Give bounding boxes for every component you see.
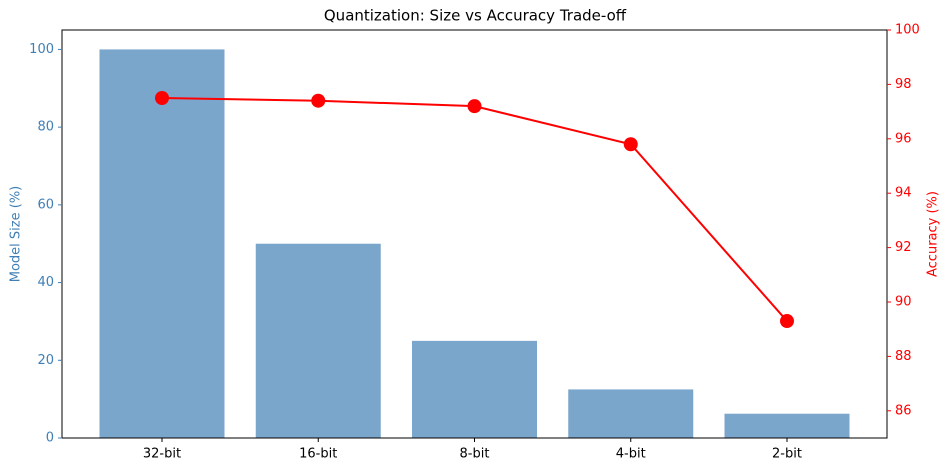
y2-tick-label: 94 [895, 186, 912, 201]
point [467, 99, 482, 114]
y-tick-label: 80 [37, 120, 54, 135]
point [155, 91, 169, 105]
bar [724, 413, 850, 438]
x-tick-label: 4-bit [616, 447, 646, 462]
point [623, 137, 638, 152]
chart-title: Quantization: Size vs Accuracy Trade-off [324, 7, 627, 25]
y2-tick-label: 92 [895, 240, 912, 255]
y-axis-label: Model Size (%) [9, 186, 24, 282]
y2-tick-label: 98 [895, 77, 912, 92]
y2-axis-label: Accuracy (%) [926, 191, 941, 277]
y2-tick-label: 96 [895, 131, 912, 146]
y2-tick-label: 86 [895, 403, 912, 418]
y-tick-label: 20 [37, 353, 54, 368]
y2-tick-label: 88 [895, 349, 912, 364]
point [311, 93, 326, 108]
y-tick-label: 40 [37, 275, 54, 290]
x-tick-label: 8-bit [460, 447, 490, 462]
y-tick-label: 100 [29, 42, 54, 57]
bar [255, 243, 381, 438]
x-tick-label: 16-bit [299, 447, 337, 462]
bar [99, 49, 225, 439]
x-tick-label: 32-bit [143, 447, 181, 462]
y-tick-label: 60 [37, 197, 54, 212]
y-tick-label: 0 [46, 431, 54, 446]
y2-tick-label: 90 [895, 295, 912, 310]
bar [412, 340, 537, 438]
point [780, 314, 794, 329]
y2-tick-label: 100 [895, 23, 920, 38]
x-tick-label: 2-bit [772, 447, 802, 462]
bar [568, 389, 694, 438]
